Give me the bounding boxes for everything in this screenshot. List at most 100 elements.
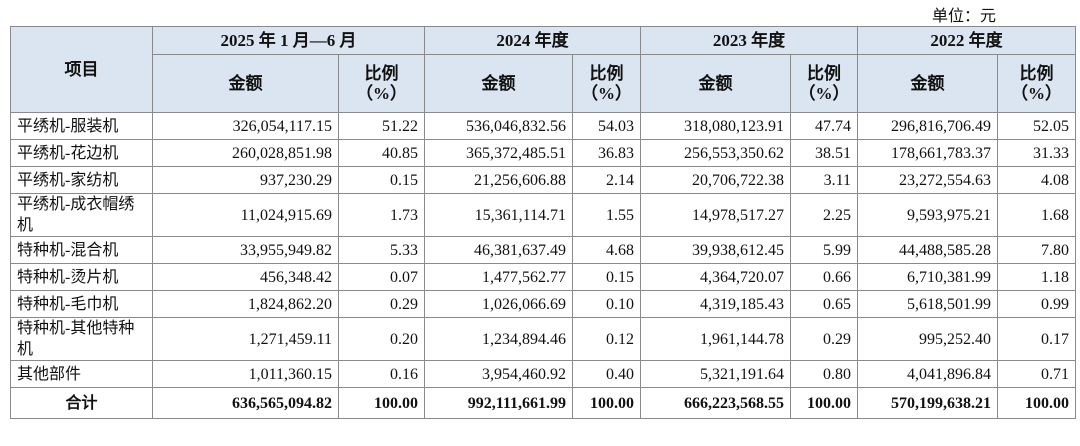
cell: 4,041,896.84 (857, 360, 998, 388)
ratio-unit: （%） (356, 83, 407, 103)
ratio-header: 比例 （%） (790, 54, 858, 113)
cell: 318,080,123.91 (640, 112, 791, 140)
cell: 992,111,661.99 (424, 387, 573, 419)
cell: 1.55 (572, 193, 641, 237)
cell: 46,381,637.49 (424, 236, 573, 264)
cell: 0.07 (338, 263, 425, 291)
cell: 5,321,191.64 (640, 360, 791, 388)
ratio-header: 比例 （%） (572, 54, 641, 113)
table-body: 平绣机-服装机 326,054,117.15 51.22 536,046,832.56… (10, 112, 1076, 419)
cell: 7.80 (997, 236, 1076, 264)
cell: 2.14 (572, 166, 641, 194)
cell: 52.05 (997, 112, 1076, 140)
cell: 1,477,562.77 (424, 263, 573, 291)
cell: 47.74 (790, 112, 858, 140)
row-label: 平绣机-家纺机 (10, 166, 153, 194)
ratio-label: 比例 (364, 63, 399, 83)
cell: 0.20 (338, 317, 425, 361)
cell: 0.99 (997, 290, 1076, 318)
amount-header: 金额 (152, 54, 339, 113)
table-row: 平绣机-服装机 326,054,117.15 51.22 536,046,832.56… (10, 112, 1076, 140)
table-row: 特种机-烫片机 456,348.42 0.07 1,477,562.77 0.15 4,3… (10, 263, 1076, 291)
row-label: 特种机-毛巾机 (10, 290, 153, 318)
cell: 15,361,114.71 (424, 193, 573, 237)
cell: 666,223,568.55 (640, 387, 791, 419)
cell: 0.16 (338, 360, 425, 388)
cell: 456,348.42 (152, 263, 339, 291)
cell: 40.85 (338, 139, 425, 167)
cell: 100.00 (338, 387, 425, 419)
table-row: 平绣机-花边机 260,028,851.98 40.85 365,372,485.51… (10, 139, 1076, 167)
ratio-label: 比例 (1019, 63, 1054, 83)
cell: 5.99 (790, 236, 858, 264)
cell: 54.03 (572, 112, 641, 140)
cell: 20,706,722.38 (640, 166, 791, 194)
ratio-label: 比例 (807, 63, 841, 83)
cell: 536,046,832.56 (424, 112, 573, 140)
ratio-header: 比例 （%） (997, 54, 1076, 113)
cell: 1.68 (997, 193, 1076, 237)
table-row: 其他部件 1,011,360.15 0.16 3,954,460.92 0.40 5,32… (10, 360, 1076, 388)
row-label: 特种机-烫片机 (10, 263, 153, 291)
cell: 38.51 (790, 139, 858, 167)
unit-label: 单位：元 (931, 8, 996, 25)
period-header: 2025 年 1 月—6 月 (152, 26, 425, 55)
row-label: 平绣机-成衣帽绣机 (10, 193, 153, 237)
cell: 260,028,851.98 (152, 139, 339, 167)
amount-header: 金额 (857, 54, 998, 113)
period-header: 2024 年度 (424, 26, 641, 55)
cell: 0.66 (790, 263, 858, 291)
cell: 0.17 (997, 317, 1076, 361)
cell: 100.00 (997, 387, 1076, 419)
cell: 1,234,894.46 (424, 317, 573, 361)
cell: 0.15 (338, 166, 425, 194)
cell: 4.68 (572, 236, 641, 264)
cell: 3,954,460.92 (424, 360, 573, 388)
period-header: 2023 年度 (640, 26, 858, 55)
cell: 51.22 (338, 112, 425, 140)
cell: 4,364,720.07 (640, 263, 791, 291)
cell: 0.80 (790, 360, 858, 388)
cell: 1,961,144.78 (640, 317, 791, 361)
cell: 1,824,862.20 (152, 290, 339, 318)
cell: 570,199,638.21 (857, 387, 998, 419)
cell: 44,488,585.28 (857, 236, 998, 264)
cell: 995,252.40 (857, 317, 998, 361)
table-row: 平绣机-成衣帽绣机 11,024,915.69 1.73 15,361,114.71 1… (10, 193, 1076, 237)
cell: 1,026,066.69 (424, 290, 573, 318)
cell: 11,024,915.69 (152, 193, 339, 237)
cell: 33,955,949.82 (152, 236, 339, 264)
cell: 0.65 (790, 290, 858, 318)
table-row: 平绣机-家纺机 937,230.29 0.15 21,256,606.88 2.14 20… (10, 166, 1076, 194)
cell: 36.83 (572, 139, 641, 167)
row-label: 平绣机-花边机 (10, 139, 153, 167)
ratio-unit: （%） (798, 83, 850, 103)
cell: 326,054,117.15 (152, 112, 339, 140)
cell: 5,618,501.99 (857, 290, 998, 318)
cell: 23,272,554.63 (857, 166, 998, 194)
table-row: 合计 636,565,094.82 100.00 992,111,661.99 100.… (10, 387, 1076, 419)
cell: 937,230.29 (152, 166, 339, 194)
cell: 256,553,350.62 (640, 139, 791, 167)
table-row: 特种机-毛巾机 1,824,862.20 0.29 1,026,066.69 0.10 4… (10, 290, 1076, 318)
cell: 0.12 (572, 317, 641, 361)
cell: 636,565,094.82 (152, 387, 339, 419)
cell: 21,256,606.88 (424, 166, 573, 194)
cell: 296,816,706.49 (857, 112, 998, 140)
item-header: 项目 (10, 26, 153, 113)
ratio-label: 比例 (589, 63, 624, 83)
cell: 365,372,485.51 (424, 139, 573, 167)
cell: 1,271,459.11 (152, 317, 339, 361)
cell: 31.33 (997, 139, 1076, 167)
row-label: 特种机-其他特种机 (10, 317, 153, 361)
cell: 1.18 (997, 263, 1076, 291)
header-row: 项目 2025 年 1 月—6 月 2024 年度 2023 年度 2022 年度 (10, 26, 1076, 113)
revenue-table: 项目 2025 年 1 月—6 月 2024 年度 2023 年度 2022 年度 金… (10, 26, 1076, 419)
amount-header: 金额 (424, 54, 573, 113)
cell: 3.11 (790, 166, 858, 194)
cell: 4,319,185.43 (640, 290, 791, 318)
cell: 0.29 (790, 317, 858, 361)
cell: 1.73 (338, 193, 425, 237)
cell: 100.00 (572, 387, 641, 419)
